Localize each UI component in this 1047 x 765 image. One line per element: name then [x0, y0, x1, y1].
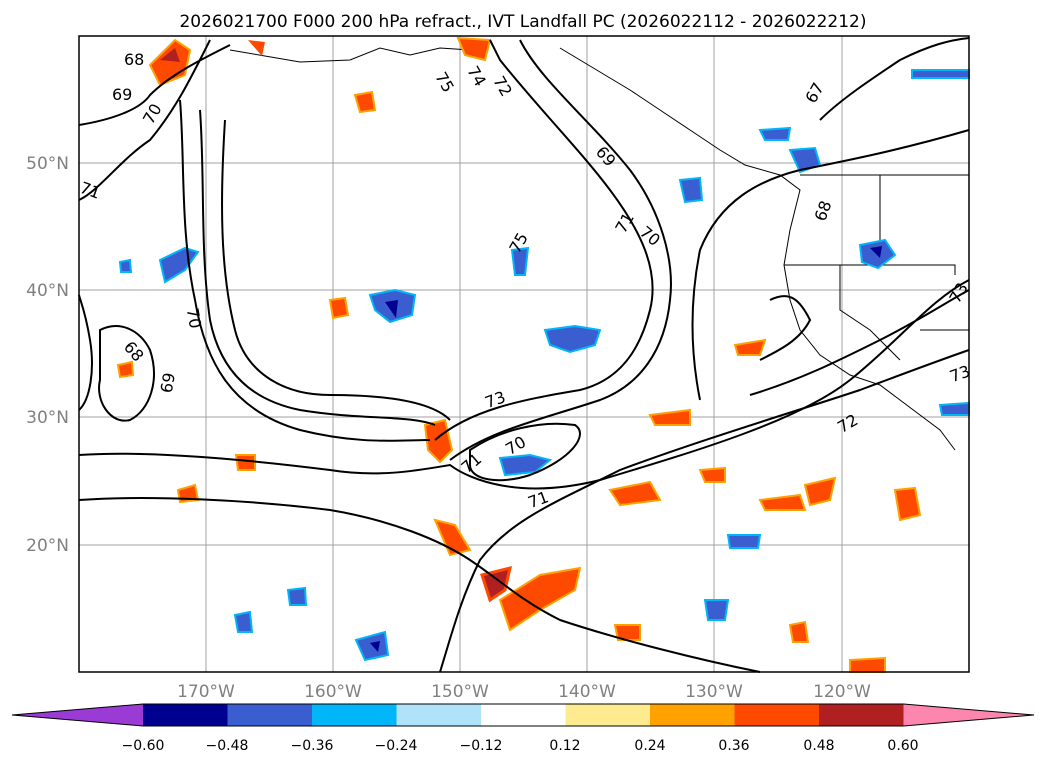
colorbar-outline — [11, 703, 1035, 727]
lon-label: 160°W — [304, 682, 362, 702]
lon-label: 170°W — [177, 682, 235, 702]
lat-label: 50°N — [26, 154, 69, 174]
lon-label: 120°W — [813, 682, 871, 702]
colorbar-tick-label: −0.12 — [460, 738, 503, 754]
colorbar — [11, 703, 1035, 727]
colorbar-extend-low — [12, 704, 143, 726]
colorbar-tick-label: 0.24 — [634, 738, 665, 754]
colorbar-segment — [734, 704, 820, 726]
colorbar-tick-label: −0.48 — [206, 738, 249, 754]
contour-label: 70 — [183, 307, 205, 330]
lon-label: 150°W — [431, 682, 489, 702]
colorbar-segment — [396, 704, 482, 726]
colorbar-tick-label: 0.12 — [549, 738, 580, 754]
colorbar-tick-label: −0.24 — [375, 738, 418, 754]
colorbar-tick-label: 0.60 — [887, 738, 918, 754]
colorbar-tick-labels: −0.60 −0.48 −0.36 −0.24 −0.12 0.12 0.24 … — [122, 738, 919, 754]
colorbar-segment — [565, 704, 651, 726]
colorbar-extend-high — [903, 704, 1034, 726]
colorbar-segment — [312, 704, 397, 726]
contour-label: 68 — [124, 50, 144, 69]
lon-label: 140°W — [558, 682, 616, 702]
colorbar-segment — [227, 704, 313, 726]
anomaly-fill — [116, 36, 970, 673]
refractivity-contours — [78, 37, 970, 673]
lat-label: 20°N — [26, 536, 69, 556]
coastline — [229, 47, 969, 451]
contour-label: 69 — [112, 85, 132, 104]
colorbar-segment — [650, 704, 735, 726]
colorbar-tick-label: 0.36 — [718, 738, 749, 754]
latitude-labels: 50°N 40°N 30°N 20°N — [26, 154, 69, 556]
longitude-labels: 170°W 160°W 150°W 140°W 130°W 120°W — [177, 682, 871, 702]
lat-label: 30°N — [26, 408, 69, 428]
colorbar-segment — [819, 704, 904, 726]
lat-label: 40°N — [26, 281, 69, 301]
figure-title: 2026021700 F000 200 hPa refract., IVT La… — [179, 12, 866, 32]
colorbar-tick-label: −0.60 — [122, 738, 165, 754]
lon-label: 130°W — [685, 682, 743, 702]
colorbar-segment — [481, 704, 566, 726]
colorbar-tick-label: −0.36 — [291, 738, 334, 754]
contour-label: 69 — [157, 371, 179, 394]
map-panel: 68 69 70 71 75 74 72 67 69 71 70 68 75 7… — [77, 35, 973, 673]
colorbar-tick-label: 0.48 — [803, 738, 834, 754]
colorbar-segment — [143, 704, 228, 726]
